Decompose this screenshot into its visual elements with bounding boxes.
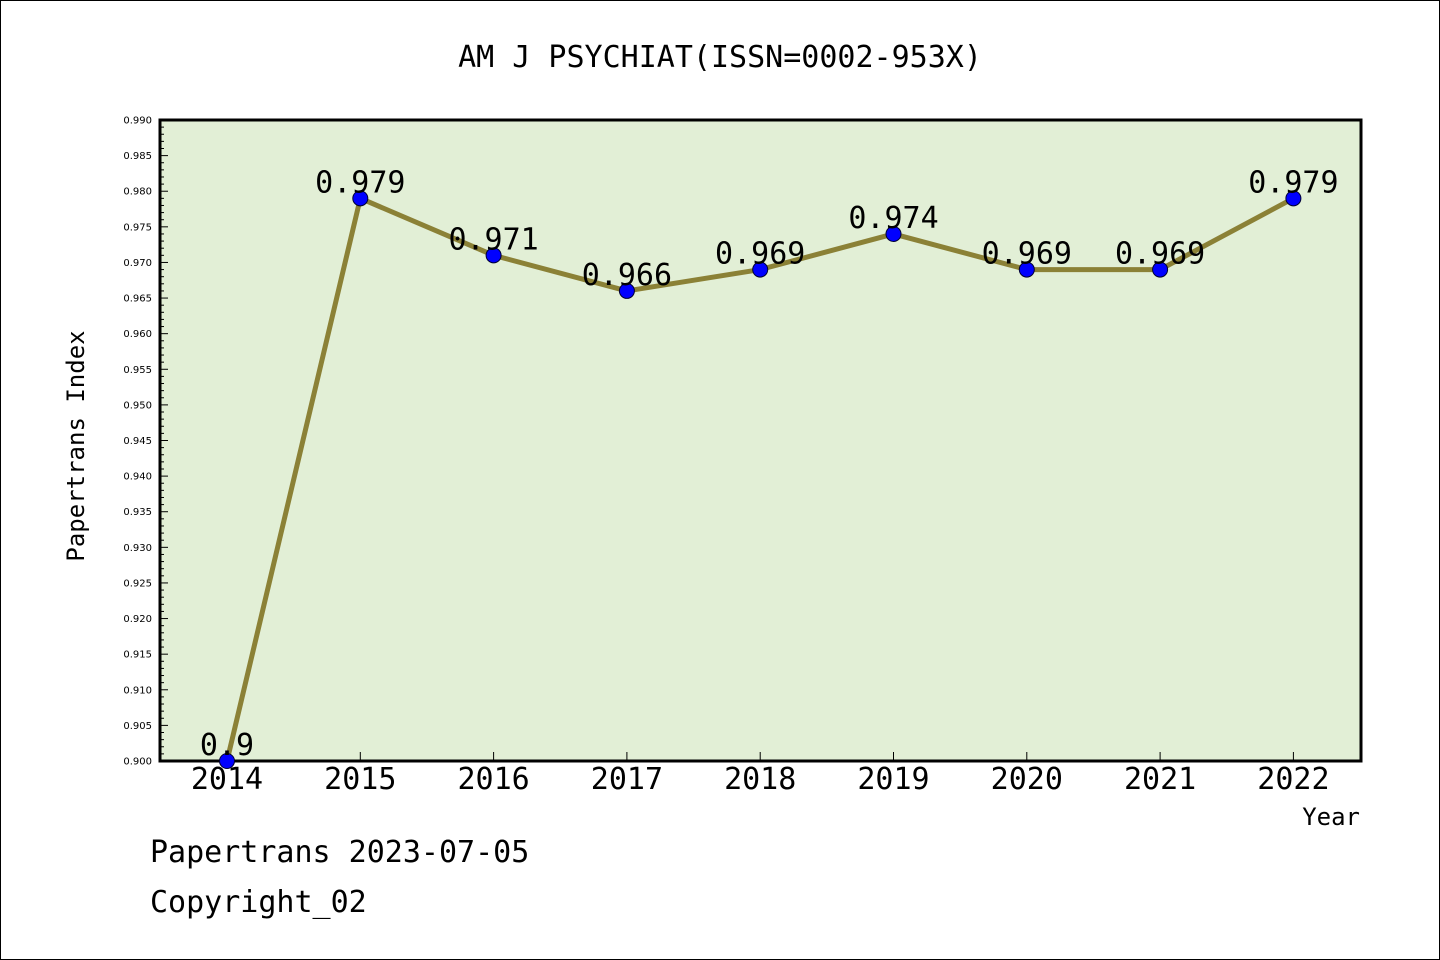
data-label: 0.969 [1115, 237, 1205, 272]
footer-source: Papertrans 2023-07-05 [150, 835, 530, 870]
y-tick-label: 0.955 [123, 365, 152, 376]
y-tick-label: 0.980 [123, 187, 152, 198]
y-tick-label: 0.935 [123, 507, 152, 518]
x-tick-label: 2020 [991, 762, 1063, 797]
y-tick-label: 0.945 [123, 436, 152, 447]
y-tick-label: 0.960 [123, 329, 152, 340]
data-point [485, 247, 502, 264]
x-tick-label: 2016 [457, 762, 529, 797]
y-tick-label: 0.985 [123, 151, 152, 162]
x-tick-label: 2015 [324, 762, 396, 797]
x-axis-ticks: 2014 2015 2016 2017 2018 2019 2020 2021 2022 [191, 752, 1330, 797]
data-point [1285, 190, 1302, 207]
data-point [752, 261, 769, 278]
x-tick-label: 2017 [591, 762, 663, 797]
y-axis-label: Papertrans Index [62, 330, 90, 561]
data-label: 0.969 [982, 237, 1072, 272]
y-axis-ticks: 0.900 0.905 0.910 0.915 0.920 0.925 0.930 0.935… [123, 116, 168, 768]
x-tick-label: 2019 [857, 762, 929, 797]
y-tick-label: 0.910 [123, 685, 152, 696]
y-tick-label: 0.900 [123, 757, 152, 768]
data-label: 0.971 [448, 222, 538, 257]
plot-area [158, 118, 1363, 763]
x-axis-label: Year [1302, 803, 1360, 831]
data-label: 0.979 [1248, 165, 1338, 200]
data-point [219, 753, 235, 769]
y-tick-label: 0.940 [123, 472, 152, 483]
y-tick-label: 0.965 [123, 294, 152, 305]
chart-title: AM J PSYCHIAT(ISSN=0002-953X) [458, 40, 982, 75]
y-tick-label: 0.915 [123, 650, 152, 661]
x-tick-label: 2022 [1257, 762, 1329, 797]
data-point [1152, 261, 1169, 278]
y-tick-label: 0.930 [123, 543, 152, 554]
y-tick-label: 0.905 [123, 721, 152, 732]
y-tick-label: 0.990 [123, 116, 152, 127]
x-tick-label: 2021 [1124, 762, 1196, 797]
y-tick-label: 0.975 [123, 222, 152, 233]
y-tick-label: 0.950 [123, 400, 152, 411]
data-label: 0.974 [848, 201, 938, 236]
data-label: 0.966 [582, 258, 672, 293]
y-tick-label: 0.925 [123, 578, 152, 589]
data-point [885, 225, 902, 242]
x-tick-label: 2018 [724, 762, 796, 797]
data-point [352, 190, 369, 207]
y-tick-label: 0.970 [123, 258, 152, 269]
data-label: 0.969 [715, 237, 805, 272]
footer-copyright: Copyright_02 [150, 885, 367, 920]
data-point [618, 282, 635, 299]
data-label: 0.9 [200, 728, 254, 763]
data-point [1018, 261, 1035, 278]
data-label: 0.979 [315, 165, 405, 200]
y-tick-label: 0.920 [123, 614, 152, 625]
series-layer: 0.9 0.979 0.971 0.966 0.969 0.974 0.969 0.969 0.… [200, 165, 1339, 769]
